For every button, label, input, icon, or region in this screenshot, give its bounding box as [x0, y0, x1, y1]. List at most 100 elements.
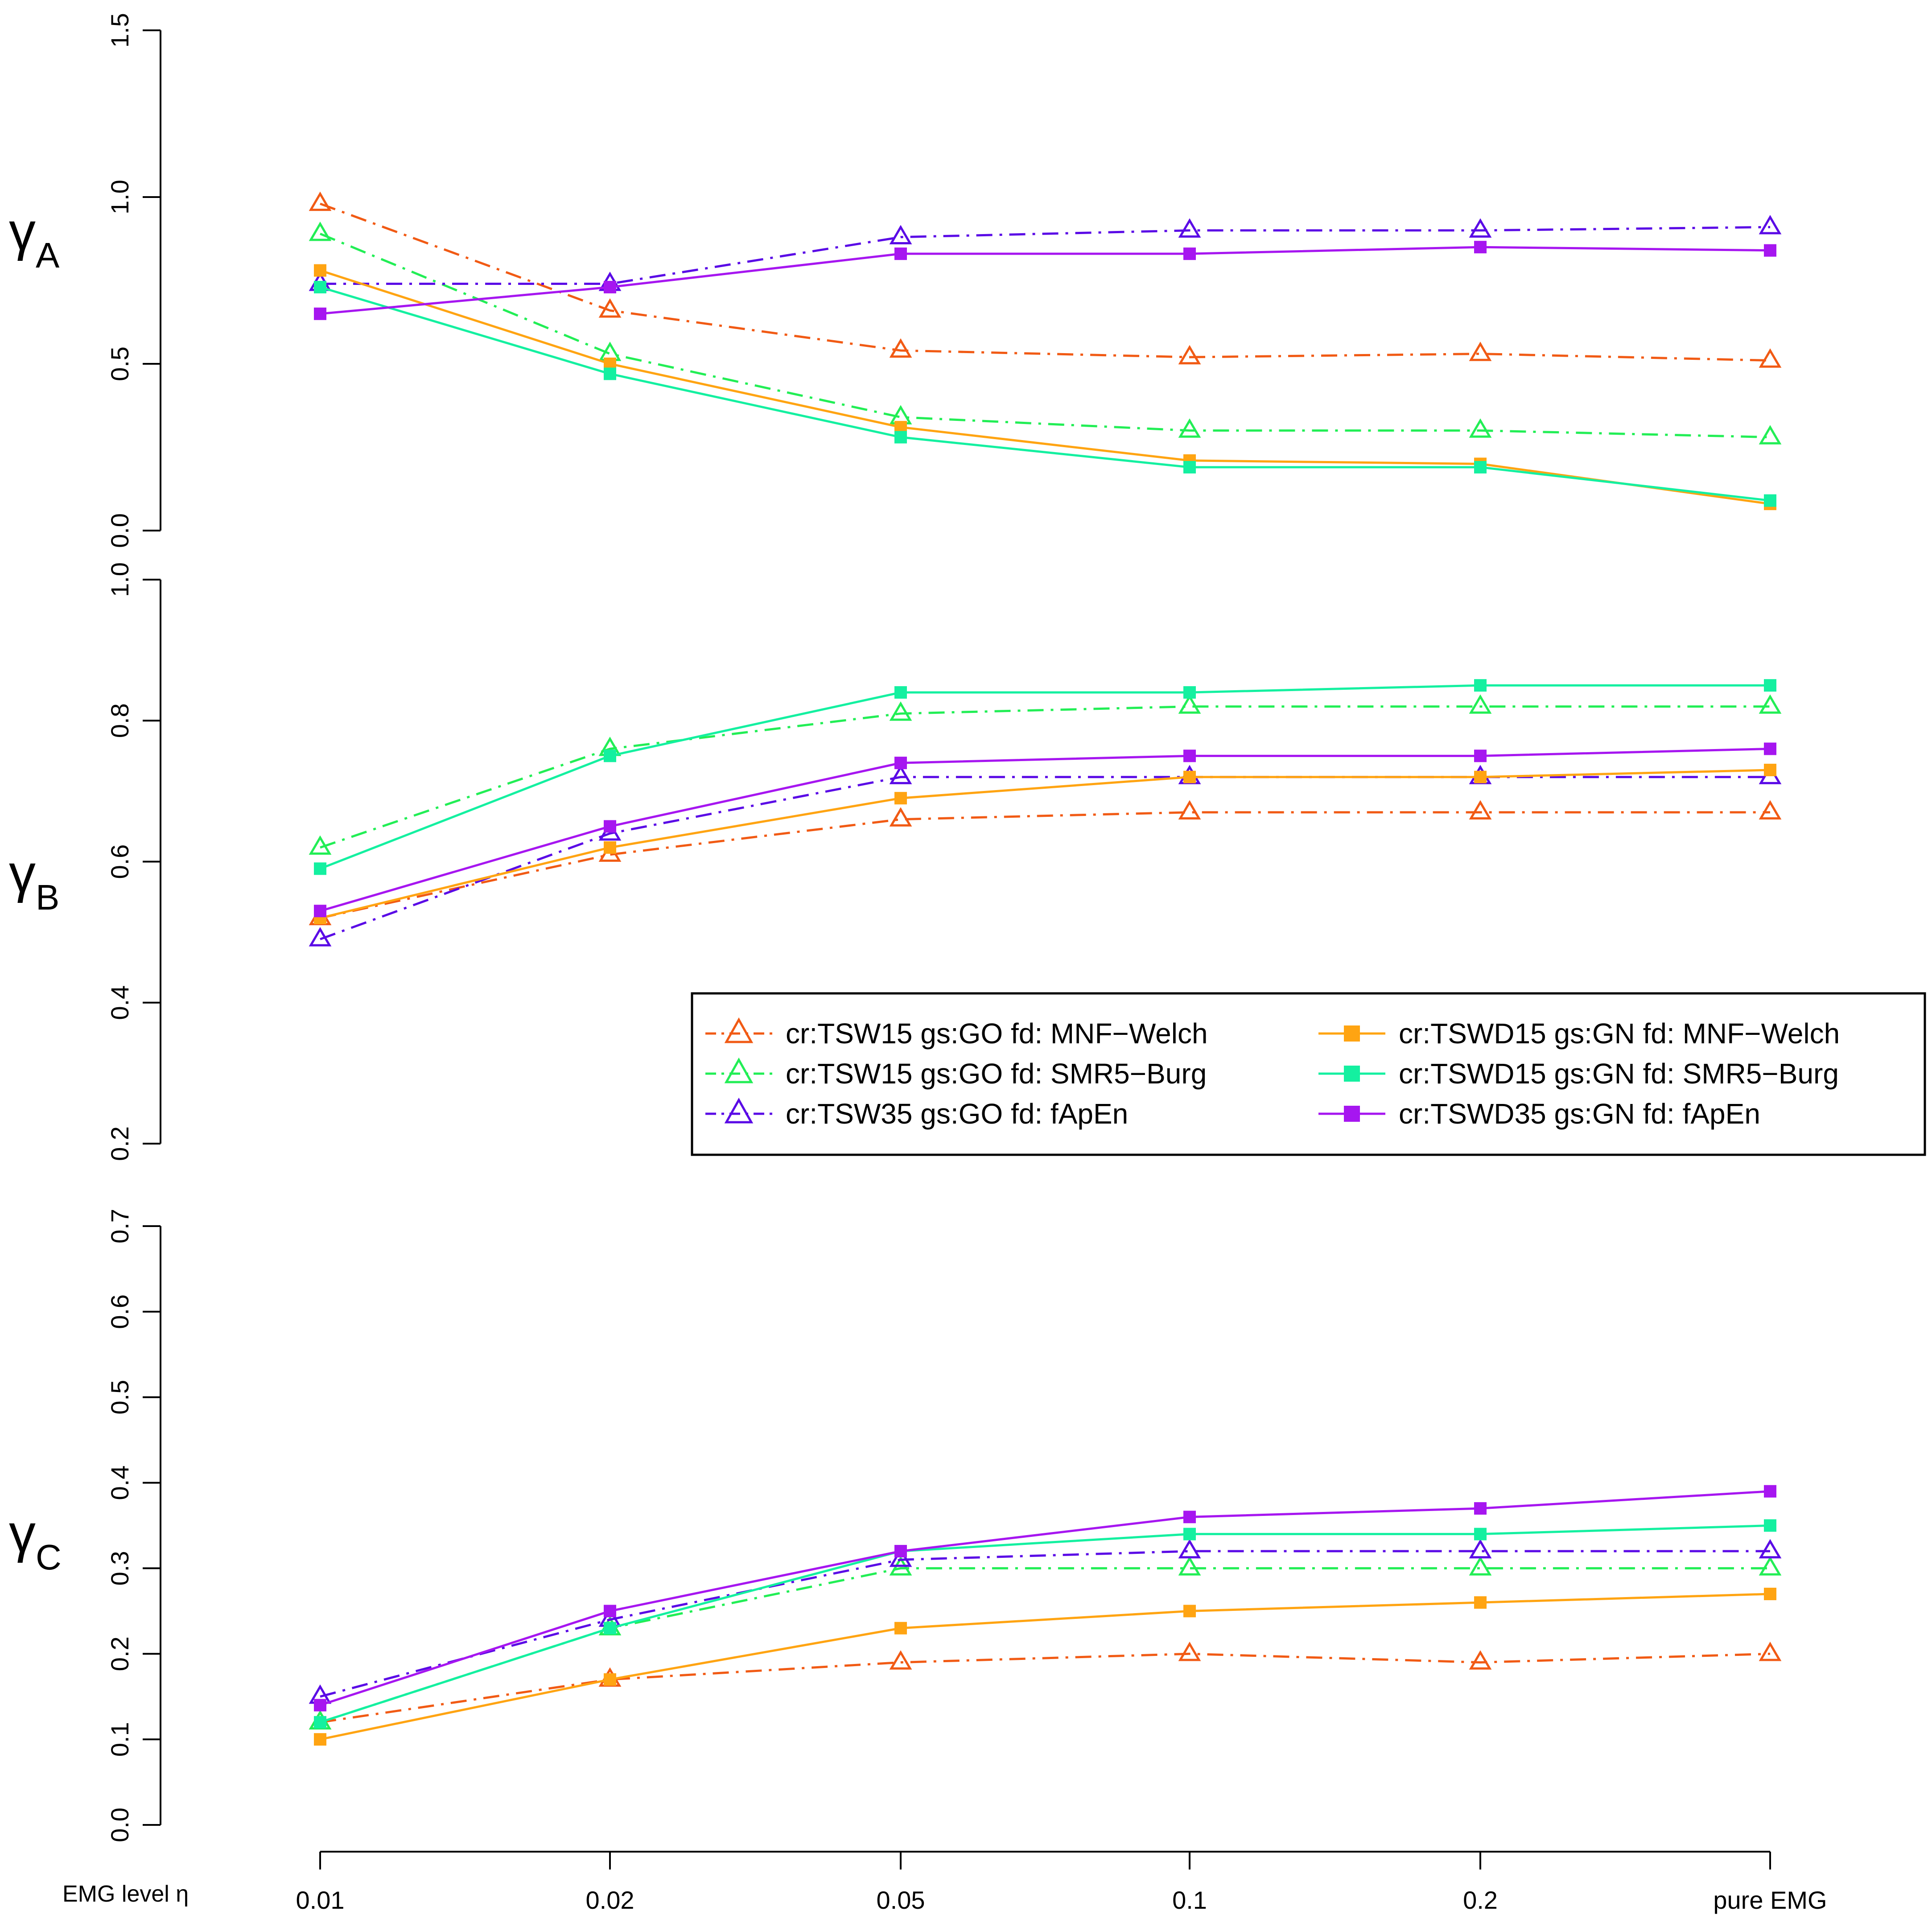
legend-marker — [1344, 1025, 1360, 1042]
data-point — [1178, 694, 1201, 714]
legend-marker — [1344, 1066, 1360, 1082]
x-tick-label: 0.01 — [296, 1886, 345, 1914]
legend-marker — [724, 1057, 754, 1083]
legend-entry-4: cr:TSWD15 gs:GN fd: MNF−Welch — [1318, 1017, 1840, 1050]
data-point — [1183, 247, 1196, 260]
data-point — [1764, 1519, 1776, 1532]
data-point — [1469, 218, 1492, 238]
data-point — [1178, 345, 1201, 365]
y-tick-label: 1.0 — [106, 562, 134, 597]
legend-marker — [724, 1017, 754, 1043]
data-point — [604, 1673, 616, 1686]
panel-b: 0.2 0.4 0.6 0.8 1.0 γB — [9, 562, 1782, 1161]
data-point — [894, 1545, 907, 1558]
y-tick-label: 0.0 — [106, 1808, 134, 1842]
data-point — [894, 792, 907, 805]
y-tick-label: 0.2 — [106, 1126, 134, 1161]
data-point — [1764, 679, 1776, 692]
series-line — [320, 246, 1771, 315]
data-point — [314, 264, 326, 277]
x-axis: 0.01 0.02 0.05 0.1 0.2 pure EMG EMG level η — [62, 1851, 1827, 1914]
series-6 — [314, 241, 1776, 320]
y-tick-label: 0.6 — [106, 1294, 134, 1329]
data-point — [604, 820, 616, 833]
x-axis-title: EMG level η — [62, 1881, 189, 1907]
data-point — [1469, 694, 1492, 714]
series-5 — [314, 679, 1776, 875]
legend-entry-6: cr:TSWD35 gs:GN fd: fApEn — [1318, 1098, 1760, 1130]
data-point — [604, 1622, 616, 1635]
series-1 — [309, 191, 1782, 368]
data-point — [1764, 763, 1776, 776]
data-point — [1469, 1539, 1492, 1559]
data-point — [1178, 1642, 1201, 1661]
data-point — [889, 1650, 912, 1670]
data-point — [889, 701, 912, 721]
y-axis-label: γA — [9, 202, 60, 275]
data-point — [894, 757, 907, 770]
data-point — [1469, 800, 1492, 819]
panel-c: 0.0 0.1 0.2 0.3 0.4 0.5 0.6 0.7 γC — [9, 1209, 1782, 1842]
data-point — [1183, 770, 1196, 783]
y-tick-label: 1.0 — [106, 180, 134, 214]
legend-entry-1: cr:TSW15 gs:GO fd: MNF−Welch — [705, 1017, 1208, 1050]
series-line — [320, 811, 1770, 919]
data-point — [314, 280, 326, 293]
y-tick-label: 0.5 — [106, 1380, 134, 1415]
series-line — [320, 705, 1770, 849]
data-point — [1183, 1511, 1196, 1524]
x-tick-label: 0.1 — [1172, 1886, 1207, 1914]
legend-label: cr:TSW35 gs:GO fd: fApEn — [786, 1098, 1128, 1130]
data-point — [894, 686, 907, 699]
series-line — [320, 1490, 1771, 1706]
y-tick-label: 0.4 — [106, 1466, 134, 1500]
data-point — [1474, 679, 1487, 692]
data-point — [894, 247, 907, 260]
data-point — [889, 338, 912, 358]
data-point — [604, 367, 616, 380]
data-point — [1469, 1650, 1492, 1670]
x-tick-label: 0.2 — [1463, 1886, 1498, 1914]
data-point — [314, 905, 326, 918]
data-point — [314, 307, 326, 320]
y-axis-label: γB — [9, 844, 59, 917]
y-axis-label: γC — [9, 1503, 62, 1577]
legend-marker — [724, 1097, 754, 1124]
data-point — [1759, 1642, 1782, 1661]
series-line — [320, 1567, 1770, 1724]
data-point — [1759, 1539, 1782, 1559]
data-point — [1183, 686, 1196, 699]
series-6 — [314, 1485, 1776, 1712]
data-point — [889, 807, 912, 827]
data-point — [314, 1733, 326, 1746]
data-point — [1474, 241, 1487, 254]
data-point — [1178, 418, 1201, 438]
y-tick-label: 0.8 — [106, 703, 134, 738]
data-point — [1764, 1485, 1776, 1498]
data-point — [1474, 1596, 1487, 1609]
data-point — [604, 841, 616, 854]
data-point — [309, 221, 332, 241]
series-line — [320, 1652, 1771, 1724]
data-point — [1469, 1556, 1492, 1576]
data-point — [1764, 742, 1776, 755]
data-point — [309, 835, 332, 855]
series-line — [320, 776, 1770, 940]
data-point — [309, 927, 332, 947]
series-line — [320, 1524, 1771, 1724]
legend-label: cr:TSWD35 gs:GN fd: fApEn — [1399, 1098, 1760, 1130]
data-point — [1178, 1539, 1201, 1559]
data-point — [1759, 425, 1782, 445]
data-point — [1474, 770, 1487, 783]
data-point — [314, 1716, 326, 1729]
data-point — [1759, 800, 1782, 819]
data-point — [1474, 461, 1487, 474]
data-point — [889, 765, 912, 784]
series-line — [320, 202, 1771, 362]
data-point — [604, 749, 616, 762]
series-line — [320, 684, 1770, 870]
data-point — [604, 1605, 616, 1618]
y-tick-label: 0.5 — [106, 346, 134, 381]
series-line — [320, 1550, 1770, 1698]
